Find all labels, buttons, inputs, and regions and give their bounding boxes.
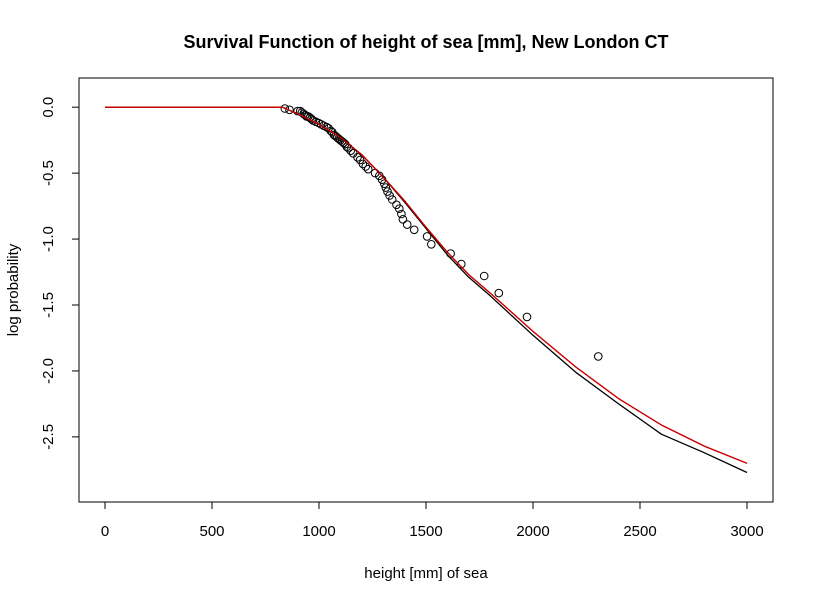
data-point — [522, 312, 532, 322]
y-tick-label: -2.5 — [40, 424, 57, 450]
data-point — [285, 105, 294, 115]
data-point — [409, 225, 419, 235]
data-point — [395, 204, 404, 213]
data-point — [293, 106, 302, 116]
data-point — [346, 146, 356, 155]
y-axis-label: log probability — [5, 243, 22, 336]
y-axis: 0.0 -0.5 -1.0 -1.5 -2.0 -2.5 — [40, 97, 80, 450]
chart-title: Survival Function of height of sea [mm],… — [183, 32, 668, 52]
fit-line-red — [105, 106, 748, 464]
x-tick-label: 2500 — [623, 523, 656, 540]
x-tick-label: 500 — [199, 523, 224, 540]
y-tick-label: -1.5 — [40, 292, 57, 318]
data-point — [594, 352, 603, 361]
data-point — [387, 195, 397, 204]
data-point — [380, 179, 389, 188]
fit-line-red-overlay — [105, 106, 748, 464]
data-point — [422, 232, 432, 241]
x-axis: 0 500 1000 1500 2000 2500 3000 — [101, 501, 764, 540]
x-tick-label: 3000 — [730, 523, 763, 540]
data-point — [494, 288, 504, 298]
data-point — [446, 249, 455, 258]
y-tick-label: 0.0 — [40, 97, 57, 118]
x-tick-label: 2000 — [516, 523, 549, 540]
data-point — [457, 259, 466, 269]
data-point — [479, 271, 489, 281]
x-tick-label: 0 — [101, 523, 109, 540]
y-tick-label: -2.0 — [40, 358, 57, 384]
y-tick-label: -1.0 — [40, 226, 57, 252]
data-point — [361, 162, 371, 171]
x-tick-label: 1500 — [409, 523, 442, 540]
x-axis-label: height [mm] of sea — [364, 565, 488, 582]
data-point — [398, 215, 408, 224]
x-tick-label: 1000 — [302, 523, 335, 540]
data-point — [280, 104, 290, 113]
plot-frame — [78, 77, 774, 503]
y-tick-label: -0.5 — [40, 160, 57, 186]
data-point — [363, 164, 373, 174]
data-point — [397, 209, 406, 219]
data-point — [402, 220, 412, 229]
data-points — [105, 104, 748, 464]
data-point — [381, 183, 391, 192]
data-point — [358, 159, 368, 169]
data-point — [353, 153, 362, 162]
data-point — [299, 109, 308, 119]
data-point — [427, 240, 436, 249]
